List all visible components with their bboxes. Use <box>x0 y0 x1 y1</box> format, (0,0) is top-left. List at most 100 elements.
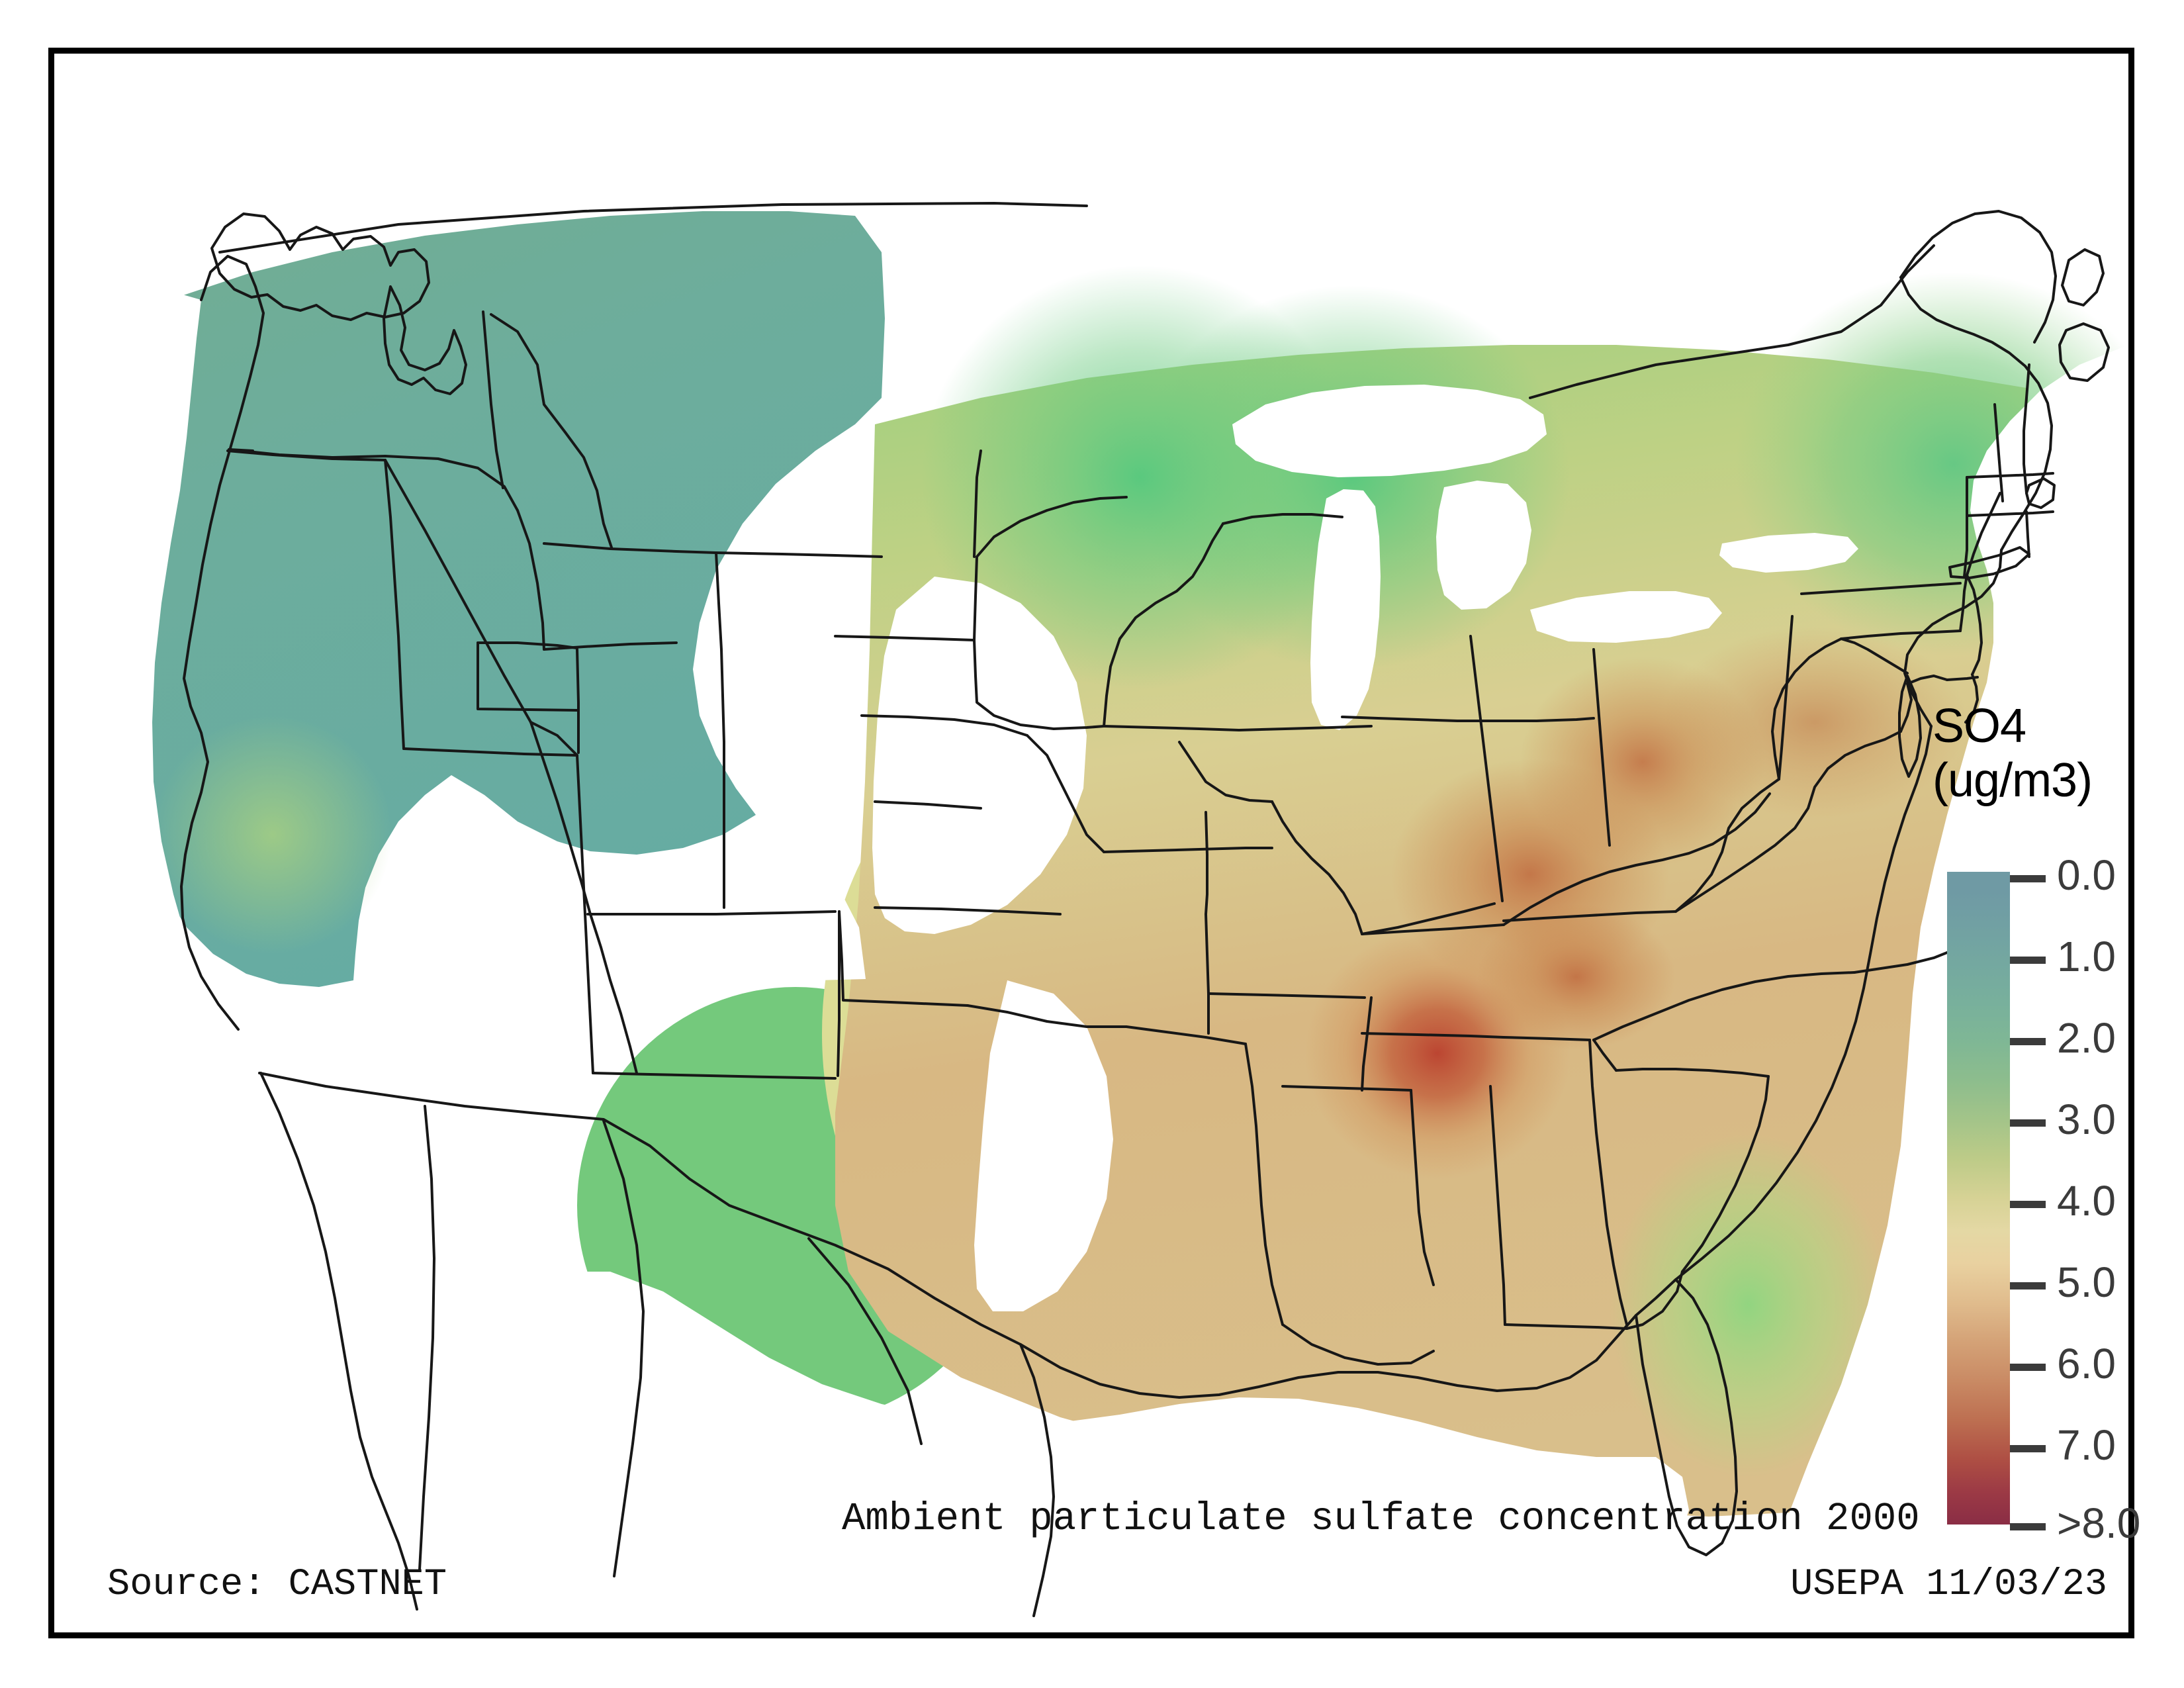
border-ga-sc <box>1681 1075 1770 1273</box>
border-ky-oh-in <box>1502 792 1771 926</box>
coast-gulf <box>1019 1314 1637 1399</box>
border-co-nm <box>586 910 837 915</box>
border-sd-ne <box>860 714 1028 737</box>
colorbar-tick-1 <box>2010 957 2046 964</box>
field-california-hotspot <box>154 716 392 954</box>
border-ut-az <box>402 747 578 757</box>
border-ar-la <box>1281 1085 1412 1092</box>
border-ky-va <box>1674 860 1754 913</box>
border-vt-nh <box>1993 403 2004 502</box>
nova-scotia <box>2061 248 2105 306</box>
border-wi-mn <box>1103 522 1224 727</box>
border-wi-il <box>1238 725 1373 731</box>
border-al-fl <box>1504 1323 1628 1330</box>
border-wi-mi <box>1222 513 1343 525</box>
chesapeake-bay <box>1898 675 1922 778</box>
colorbar-tick-6 <box>2010 1364 2046 1371</box>
gulf-of-mexico <box>339 1272 1689 1632</box>
colorbar-label-0: 0.0 <box>2057 851 2116 899</box>
border-tx-panhandle-w <box>837 910 841 1077</box>
border-ne-ks <box>874 800 982 810</box>
border-mt-wy <box>543 542 717 554</box>
border-ok-tx-red <box>966 1004 1247 1045</box>
no-data-plains <box>872 577 1087 934</box>
legend-title-line1: SO4 <box>1933 700 2026 753</box>
canada-coast <box>54 54 2128 252</box>
border-nd-mn-n <box>973 449 982 558</box>
border-md-de <box>1946 676 1979 681</box>
border-tn-ky-w <box>1361 923 1505 935</box>
colorbar-label-2: 2.0 <box>2057 1014 2116 1062</box>
no-data-nm-tx-gap <box>728 821 866 980</box>
hotspot-pennsylvania <box>1662 626 1967 818</box>
colorbar-label-3: 3.0 <box>2057 1096 2116 1143</box>
cool-florida <box>1610 1133 1888 1477</box>
border-nj-pa <box>1971 606 1983 676</box>
border-nm-tx <box>592 1072 837 1080</box>
border-pa-ny <box>1959 574 1968 632</box>
border-ny-vt-nh <box>1966 492 2001 577</box>
cape-cod <box>2025 477 2056 509</box>
border-oh-wv <box>1771 637 1843 780</box>
lake-huron <box>1436 481 1531 610</box>
border-nj-ny <box>1966 574 1979 608</box>
colorbar-tick-2 <box>2010 1038 2046 1045</box>
border-wy-sd-ne <box>715 551 725 743</box>
border-canada-east <box>1529 244 1935 399</box>
colorbar-label-1: 1.0 <box>2057 933 2116 980</box>
border-ma-nh-vt <box>1966 472 2054 479</box>
border-ia-il <box>1178 741 1273 803</box>
border-il-in <box>1469 635 1504 902</box>
legend-title-line2: (ug/m3) <box>1933 754 2093 807</box>
border-ks-mo <box>1205 811 1208 915</box>
border-ms-tn <box>1361 1032 1505 1039</box>
border-ks-ok <box>874 906 1062 915</box>
political-boundaries <box>180 202 2110 1617</box>
border-ma-ct-ri <box>1966 510 2054 517</box>
no-data-texas <box>974 980 1113 1311</box>
figure-title: Ambient particulate sulfate concentratio… <box>842 1497 1920 1541</box>
mexico-interior-3 <box>807 1237 923 1445</box>
border-ct-ri <box>2025 510 2030 558</box>
colorbar-label-8: >8.0 <box>2057 1499 2141 1547</box>
border-sc-nc <box>1615 1068 1770 1078</box>
coast-atlantic-se <box>1674 725 1933 1281</box>
colorbar-legend: SO4 (ug/m3) 0.0 1.0 2.0 3.0 4.0 5.0 6.0 … <box>1888 699 2165 1553</box>
border-mn-canada <box>973 496 1128 641</box>
water-mask <box>54 54 2128 1632</box>
border-ok-tx-panhandle <box>838 910 969 1007</box>
maine-canada <box>1899 210 2057 344</box>
coast-puget-sound <box>383 285 467 395</box>
border-ga-fl <box>1625 1270 1684 1330</box>
sulfate-concentration-map[interactable] <box>54 54 2128 1632</box>
hotspot-tennessee <box>1477 904 1676 1050</box>
border-az-nm <box>576 754 594 1074</box>
border-mi-in-oh <box>1341 716 1595 722</box>
border-ca-nv-n <box>226 449 387 461</box>
border-canada <box>218 202 1088 254</box>
atlantic-ocean <box>1749 179 2128 1632</box>
border-il-ky <box>1361 902 1496 935</box>
colorbar-tick-4 <box>2010 1201 2046 1208</box>
border-tn-ky <box>1502 910 1677 922</box>
border-ne-ia <box>1026 734 1105 853</box>
coast-northeast <box>1899 276 2053 551</box>
border-ms-al <box>1489 1085 1506 1326</box>
nova-scotia-2 <box>2058 322 2110 382</box>
figure-agency-date: USEPA 11/03/23 <box>1790 1564 2107 1606</box>
border-mo-il <box>1271 800 1363 935</box>
border-ms-la <box>1410 1089 1435 1286</box>
colorbar-tick-5 <box>2010 1282 2046 1289</box>
map-canvas[interactable] <box>54 54 2128 1632</box>
coast-pacific <box>180 255 265 1031</box>
border-mo-ar <box>1207 992 1366 999</box>
border-tx-la <box>1244 1043 1284 1326</box>
border-mt-nd <box>715 551 883 558</box>
colorbar-label-5: 5.0 <box>2057 1258 2116 1306</box>
border-ut-co <box>576 648 580 754</box>
colorbar-gradient[interactable] <box>1947 872 2010 1524</box>
border-id-wy <box>543 641 678 651</box>
mexico-interior-1 <box>418 1105 435 1571</box>
border-nv-az <box>529 721 578 757</box>
border-nc-va <box>1853 949 1955 974</box>
